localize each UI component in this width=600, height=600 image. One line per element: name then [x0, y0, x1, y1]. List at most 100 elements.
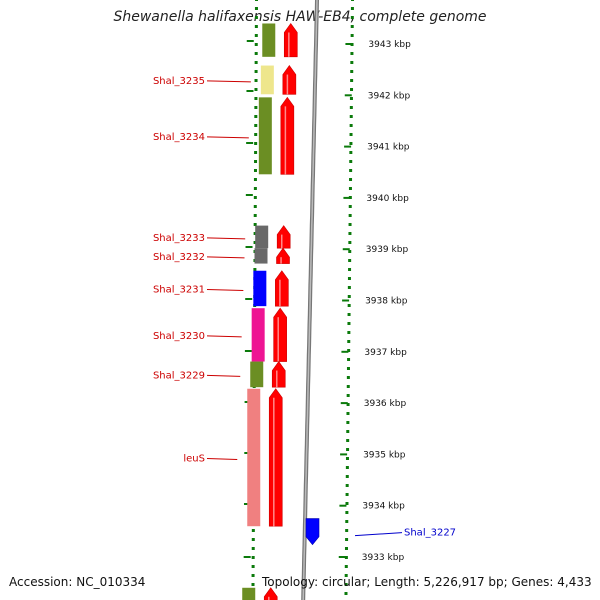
scale-dot-left — [254, 16, 258, 19]
gene-label-shal3229: Shal_3229 — [153, 370, 205, 381]
scale-dot-right — [350, 34, 354, 37]
scale-dot-right — [345, 502, 349, 505]
scale-dot-left — [254, 61, 258, 64]
gene-color-bar-shal3232 — [254, 248, 268, 264]
kbp-tick-mark — [342, 248, 350, 251]
scale-dot-right — [345, 457, 349, 460]
kbp-tick-label: 3940 kbp — [366, 194, 409, 204]
scale-dot-left — [254, 106, 258, 109]
scale-tick-left — [245, 246, 253, 248]
scale-dot-right — [344, 556, 348, 559]
kbp-tick-mark — [341, 350, 349, 353]
scale-dot-right — [346, 448, 350, 451]
scale-dot-right — [345, 511, 349, 514]
scale-dot-right — [348, 250, 352, 253]
scale-dot-left — [254, 115, 258, 118]
scale-tick-left — [246, 142, 254, 144]
scale-dot-left — [251, 574, 255, 577]
gene-label-shal3227: Shal_3227 — [404, 528, 456, 539]
map-title: Shewanella halifaxensis HAW-EB4, complet… — [113, 9, 487, 25]
scale-dot-right — [346, 430, 350, 433]
scale-dot-right — [349, 124, 353, 127]
scale-dot-right — [350, 7, 354, 10]
scale-dot-right — [350, 70, 354, 73]
scale-dot-left — [253, 205, 257, 208]
kbp-tick-mark — [345, 43, 353, 45]
scale-dot-right — [348, 259, 352, 262]
backbone-inner — [302, 0, 318, 600]
gene-arrow-leus — [268, 388, 283, 527]
gene-label-shal3231: Shal_3231 — [153, 284, 205, 295]
gene-arrow-shal3232 — [276, 247, 290, 264]
scale-dot-left — [254, 124, 258, 127]
scale-dot-right — [344, 583, 348, 586]
scale-dot-right — [346, 376, 350, 379]
scale-dot-right — [347, 313, 351, 316]
scale-dot-right — [349, 97, 353, 100]
scale-dot-left — [253, 178, 257, 181]
scale-dot-left — [254, 160, 258, 163]
gene-arrow-shal3235 — [282, 65, 297, 95]
scale-dot-left — [251, 538, 255, 541]
scale-dot-right — [346, 412, 350, 415]
scale-dot-left — [254, 151, 258, 154]
scale-dot-right — [344, 547, 348, 550]
gene-color-bar-shal3233 — [255, 225, 269, 249]
scale-dot-left — [251, 565, 255, 568]
scale-tick-left — [246, 90, 254, 92]
kbp-tick-label: 3933 kbp — [362, 553, 405, 563]
gene-arrow-lower-green — [263, 587, 278, 600]
scale-dot-left — [251, 583, 255, 586]
gene-leader-shal3234 — [206, 136, 249, 139]
scale-dot-right — [347, 349, 351, 352]
scale-dot-right — [345, 520, 349, 523]
scale-dot-right — [346, 421, 350, 424]
gene-color-bar-shal3234 — [258, 97, 272, 175]
scale-dot-right — [348, 205, 352, 208]
scale-dot-right — [346, 394, 350, 397]
gene-label-shal3234: Shal_3234 — [153, 132, 205, 143]
scale-dot-left — [254, 133, 258, 136]
gene-label-shal3235: Shal_3235 — [153, 76, 205, 87]
gene-leader-shal3227 — [354, 532, 403, 537]
kbp-tick-label: 3938 kbp — [365, 297, 408, 307]
scale-tick-left — [245, 194, 253, 196]
scale-dot-right — [347, 295, 351, 298]
scale-dot-left — [253, 268, 257, 271]
scale-dot-right — [346, 367, 350, 370]
scale-dot-right — [349, 169, 353, 172]
scale-dot-right — [348, 241, 352, 244]
scale-dot-left — [253, 169, 257, 172]
scale-dot-right — [349, 151, 353, 154]
scale-dot-left — [254, 52, 258, 55]
scale-dot-left — [254, 142, 258, 145]
scale-dot-right — [348, 187, 352, 190]
gene-arrow-upper-green — [283, 22, 298, 58]
scale-dot-right — [347, 286, 351, 289]
gene-arrow-shal3234 — [280, 96, 295, 175]
scale-dot-right — [345, 484, 349, 487]
scale-dot-right — [349, 142, 353, 145]
scale-dot-left — [254, 7, 258, 10]
kbp-tick-mark — [344, 94, 352, 97]
scale-dot-left — [251, 556, 255, 559]
gene-color-bar-shal3230 — [251, 308, 265, 362]
scale-dot-left — [253, 223, 257, 226]
scale-dot-right — [347, 331, 351, 334]
gene-leader-shal3230 — [206, 335, 242, 338]
gene-color-bar-shal3235 — [260, 65, 274, 95]
scale-dot-right — [350, 88, 354, 91]
scale-dot-right — [347, 322, 351, 325]
scale-dot-right — [348, 214, 352, 217]
gene-arrow-shal3230 — [273, 307, 287, 362]
scale-dot-right — [344, 565, 348, 568]
scale-dot-right — [349, 178, 353, 181]
scale-dot-right — [350, 16, 354, 19]
scale-dot-right — [344, 592, 348, 595]
scale-dot-right — [349, 160, 353, 163]
scale-tick-left — [245, 298, 253, 300]
scale-dot-right — [349, 106, 353, 109]
kbp-tick-label: 3937 kbp — [364, 348, 407, 358]
gene-color-bar-shal3231 — [253, 270, 267, 307]
scale-dot-right — [350, 79, 354, 82]
